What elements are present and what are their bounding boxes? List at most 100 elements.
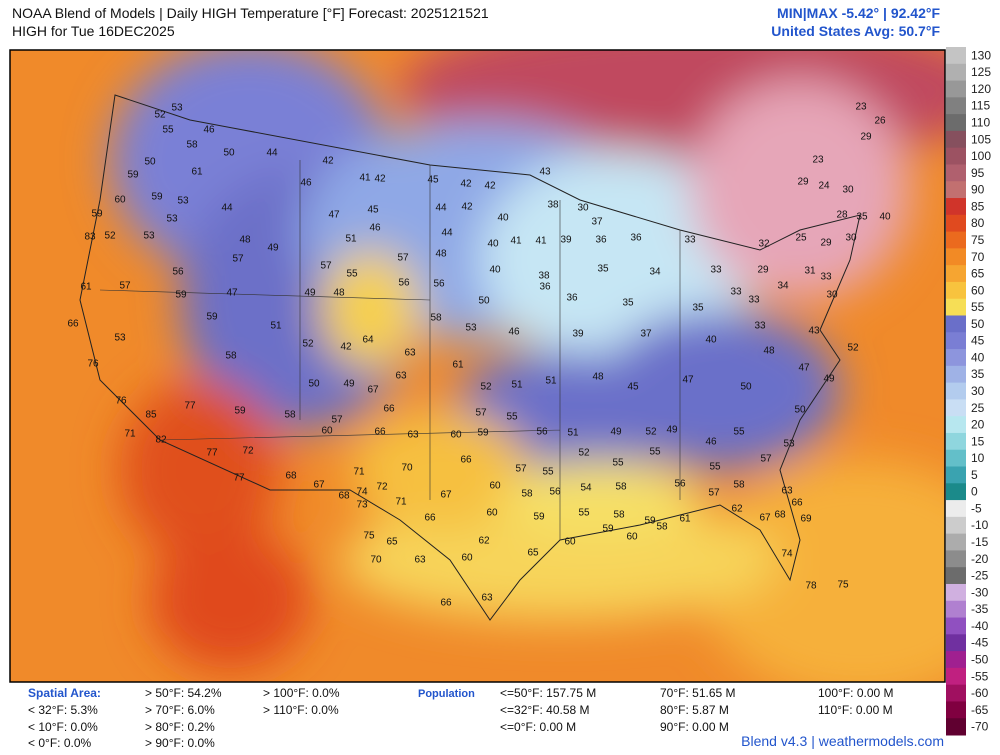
temperature: 46 — [300, 178, 312, 189]
scale-swatch — [946, 181, 966, 199]
temperature: 52 — [302, 339, 314, 350]
scale-swatch — [946, 130, 966, 149]
temperature: 57 — [760, 454, 772, 465]
scale-swatch — [946, 231, 966, 249]
temperature: 65 — [527, 548, 539, 559]
scale-label: -30 — [971, 585, 989, 599]
temperature: 49 — [823, 374, 835, 385]
scale-swatch — [946, 583, 966, 602]
temperature: 64 — [362, 335, 374, 346]
temperature: 48 — [333, 288, 345, 299]
temperature: 50 — [144, 157, 156, 168]
temperature: 58 — [615, 482, 627, 493]
temperature: 85 — [145, 410, 157, 421]
temperature: 50 — [308, 379, 320, 390]
temperature: 70 — [401, 463, 413, 474]
scale-swatch — [946, 198, 966, 216]
temperature: 42 — [460, 179, 472, 190]
subtitle: HIGH for Tue 16DEC2025 — [12, 23, 175, 39]
temperature: 58 — [656, 522, 668, 533]
scale-swatch — [946, 399, 966, 417]
temperature: 66 — [383, 404, 395, 415]
population-stat: 110°F: 0.00 M — [818, 703, 893, 717]
temperature: 48 — [435, 249, 447, 260]
temperature: 28 — [836, 210, 848, 221]
temperature: 77 — [206, 448, 218, 459]
scale-swatch — [946, 533, 966, 551]
spatial-stat: < 10°F: 0.0% — [28, 720, 98, 734]
spatial-stat: < 32°F: 5.3% — [28, 703, 98, 717]
temperature: 58 — [430, 313, 442, 324]
temperature: 61 — [80, 282, 92, 293]
scale-swatch — [946, 298, 966, 316]
temperature: 38 — [538, 271, 550, 282]
scale-label: -25 — [971, 569, 989, 583]
spatial-stat: > 90°F: 0.0% — [145, 736, 215, 750]
temperature: 36 — [539, 282, 551, 293]
temperature: 40 — [879, 212, 891, 223]
temperature: 47 — [682, 375, 694, 386]
temperature: 48 — [239, 235, 251, 246]
temperature: 53 — [143, 231, 155, 242]
temperature: 82 — [155, 435, 167, 446]
temperature: 75 — [363, 531, 375, 542]
temperature: 42 — [461, 202, 473, 213]
temperature: 34 — [777, 281, 789, 292]
temperature: 40 — [489, 265, 501, 276]
temperature: 33 — [684, 235, 696, 246]
scale-label: 75 — [971, 233, 985, 247]
scale-swatch — [946, 432, 966, 451]
temperature: 43 — [808, 326, 820, 337]
temperature: 48 — [592, 372, 604, 383]
scale-label: 60 — [971, 283, 985, 297]
temperature: 47 — [798, 363, 810, 374]
temperature: 44 — [266, 148, 278, 159]
temperature: 47 — [328, 210, 340, 221]
scale-label: -65 — [971, 703, 989, 717]
temperature: 51 — [270, 321, 282, 332]
scale-swatch — [946, 114, 966, 132]
scale-label: 115 — [971, 99, 990, 113]
temperature: 30 — [577, 203, 589, 214]
temperature: 50 — [478, 296, 490, 307]
scale-label: -45 — [971, 636, 989, 650]
scale-label: -40 — [971, 619, 989, 633]
scale-swatch — [946, 80, 966, 98]
scale-swatch — [946, 718, 966, 736]
temperature: 46 — [508, 327, 520, 338]
temperature: 37 — [591, 217, 603, 228]
temperature: 39 — [572, 329, 584, 340]
temperature: 40 — [487, 239, 499, 250]
scale-label: 125 — [971, 65, 991, 79]
scale-label: 10 — [971, 451, 985, 465]
temperature: 61 — [452, 360, 464, 371]
temperature: 33 — [730, 287, 742, 298]
temperature: 42 — [340, 342, 352, 353]
temperature: 36 — [566, 293, 578, 304]
temperature: 33 — [748, 295, 760, 306]
temperature: 62 — [478, 536, 490, 547]
temperature: 54 — [580, 483, 592, 494]
temperature: 52 — [154, 110, 166, 121]
temperature: 31 — [804, 266, 816, 277]
temperature: 83 — [84, 232, 96, 243]
temperature: 58 — [186, 140, 198, 151]
color-scale: 1301251201151101051009590858075706560555… — [946, 47, 991, 736]
temperature: 65 — [386, 537, 398, 548]
temperature: 46 — [705, 437, 717, 448]
temperature: 25 — [795, 233, 807, 244]
scale-label: 25 — [971, 401, 985, 415]
temperature: 73 — [356, 500, 368, 511]
scale-swatch — [946, 567, 966, 585]
temperature: 59 — [644, 516, 656, 527]
temperature: 49 — [343, 379, 355, 390]
temperature: 36 — [630, 233, 642, 244]
temperature: 66 — [460, 455, 472, 466]
temperature: 71 — [124, 429, 136, 440]
scale-swatch — [946, 97, 966, 115]
scale-swatch — [946, 332, 966, 350]
map-frame — [9, 49, 946, 683]
temperature: 30 — [842, 185, 854, 196]
state-lines — [99, 160, 681, 540]
min-max: MIN|MAX -5.42° | 92.42°F — [777, 5, 940, 21]
